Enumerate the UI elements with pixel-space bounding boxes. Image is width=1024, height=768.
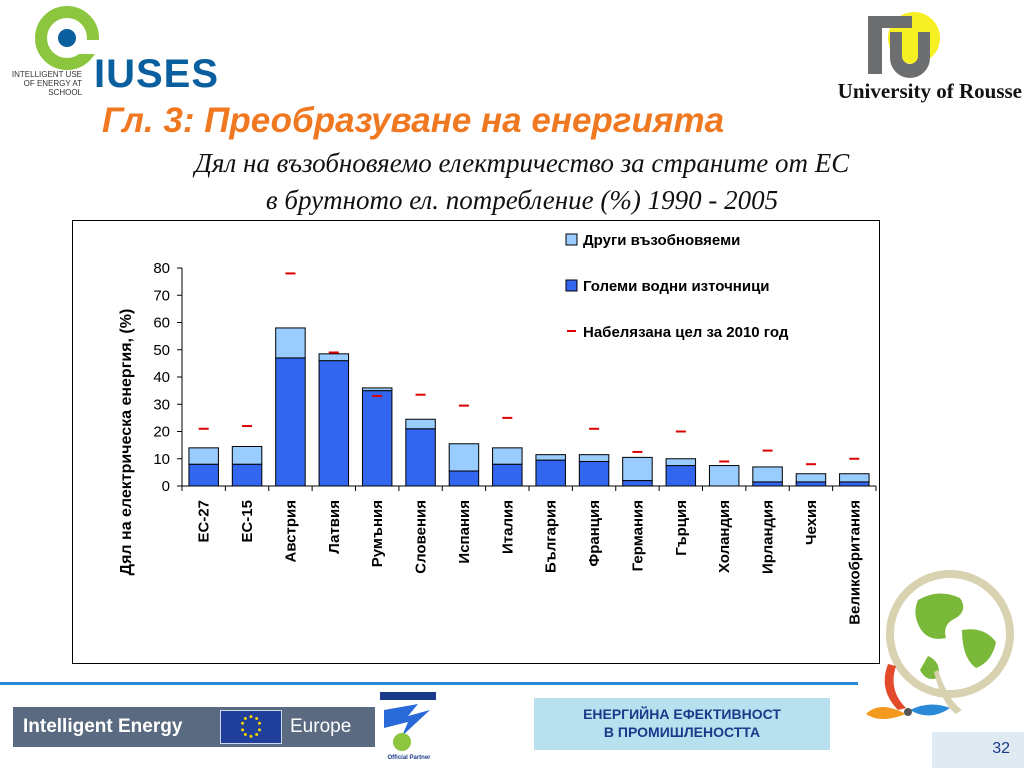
chart-bars [188, 327, 870, 487]
legend-swatch [565, 279, 578, 292]
bar-large-hydro [318, 360, 350, 487]
bar-other-renewables [752, 466, 783, 483]
bar-other-renewables [275, 327, 306, 359]
iuses-logo [35, 6, 100, 70]
iuses-tagline: INTELLIGENT USE OF ENERGY AT SCHOOL [11, 70, 82, 97]
category-label: ЕС-27 [196, 500, 213, 543]
bar-other-renewables [839, 473, 870, 483]
bar-large-hydro [839, 481, 870, 487]
page-number: 32 [992, 740, 1010, 757]
chart-legend: Други възобновяеми Големи водни източници… [565, 232, 789, 341]
subtitle-line-1: Дял на възобновяемо електричество за стр… [194, 148, 850, 178]
chart-targets [198, 272, 860, 466]
official-partner-label: Official Partner [387, 755, 431, 761]
legend-label: Големи водни източници [583, 278, 770, 295]
category-label: Словения [413, 500, 430, 574]
category-label: Латвия [326, 500, 343, 554]
y-tick-label: 40 [153, 369, 170, 386]
y-tick-label: 70 [153, 287, 170, 304]
y-axis-label: Дял на електрическа енергия, (%) [118, 309, 135, 576]
bar-large-hydro [231, 463, 263, 487]
renewables-bar-chart: 0 10 20 30 40 50 60 70 80 ЕС-27 ЕС-15 Австрия Латви… [118, 232, 877, 625]
bar-other-renewables [665, 458, 697, 467]
page-number-box [932, 732, 1024, 768]
bar-large-hydro [752, 481, 783, 487]
bar-other-renewables [535, 454, 566, 461]
bar-large-hydro [275, 357, 306, 487]
category-label: Германия [629, 500, 646, 571]
footer-divider [0, 682, 858, 685]
bar-other-renewables [231, 445, 263, 465]
iuses-wordmark: IUSES [94, 52, 220, 96]
category-label: Ирландия [760, 500, 777, 574]
europe-text: Europe [290, 716, 352, 737]
y-tick-label: 80 [153, 260, 170, 277]
legend-swatch [565, 233, 578, 246]
chart-frame [72, 220, 880, 664]
bar-large-hydro [535, 459, 566, 487]
bar-other-renewables [318, 353, 350, 362]
bar-large-hydro [578, 460, 610, 487]
y-tick-label: 30 [153, 396, 170, 413]
y-tick-label: 60 [153, 315, 170, 332]
intelligent-energy-text: Intelligent Energy [23, 716, 183, 737]
category-label: Испания [456, 500, 473, 564]
category-label: Австрия [282, 500, 299, 563]
energy-banner-line-1: ЕНЕРГИЙНА ЕФЕКТИВНОСТ [583, 706, 781, 722]
official-partner-logo [380, 692, 436, 752]
category-label: Италия [499, 500, 516, 554]
bar-other-renewables [188, 447, 219, 465]
bar-large-hydro [448, 470, 480, 487]
bar-other-renewables [622, 456, 653, 482]
category-label: Великобритания [846, 500, 863, 625]
bar-large-hydro [665, 465, 697, 487]
category-label: Румъния [369, 500, 386, 567]
bar-other-renewables [448, 443, 480, 472]
bar-other-renewables [405, 418, 436, 430]
y-tick-label: 0 [162, 478, 170, 495]
green-globe-icon [866, 570, 1014, 719]
slide-title: Гл. 3: Преобразуване на енергията [102, 101, 725, 140]
intelligent-energy-banner [13, 707, 375, 747]
category-label: Холандия [716, 500, 733, 573]
bar-other-renewables [708, 465, 740, 487]
bar-other-renewables [361, 387, 393, 392]
y-tick-label: 10 [153, 451, 170, 468]
category-label: България [543, 500, 560, 573]
bar-large-hydro [405, 428, 436, 487]
chart-subtitle: Дял на възобновяемо електричество за стр… [80, 145, 964, 219]
chart-category-labels: ЕС-27 ЕС-15 Австрия Латвия Румъния Словения Ис… [196, 500, 864, 625]
subtitle-line-2: в брутното ел. потребление (%) 1990 - 20… [265, 185, 779, 215]
legend-label: Други възобновяеми [583, 232, 740, 249]
category-label: ЕС-15 [239, 500, 256, 543]
bar-other-renewables [492, 447, 523, 465]
legend-label: Набелязана цел за 2010 год [583, 324, 789, 341]
bar-other-renewables [578, 454, 610, 462]
university-logo [868, 12, 940, 78]
bar-large-hydro [188, 463, 219, 487]
y-tick-label: 50 [153, 342, 170, 359]
bar-large-hydro [622, 480, 653, 487]
y-tick-label: 20 [153, 424, 170, 441]
category-label: Франция [586, 500, 603, 567]
bar-large-hydro [492, 463, 523, 487]
university-name: University of Rousse [837, 79, 1022, 103]
energy-efficiency-banner: ЕНЕРГИЙНА ЕФЕКТИВНОСТ В ПРОМИШЛЕНОСТТА [534, 698, 830, 750]
bar-large-hydro [795, 481, 827, 487]
eu-flag-icon [220, 710, 282, 744]
energy-banner-line-2: В ПРОМИШЛЕНОСТТА [603, 724, 761, 740]
category-label: Чехия [803, 500, 820, 545]
bar-large-hydro [361, 390, 393, 487]
bar-other-renewables [795, 473, 827, 483]
category-label: Гърция [673, 500, 690, 556]
